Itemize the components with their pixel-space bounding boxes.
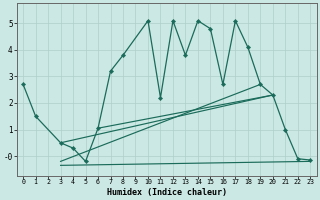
X-axis label: Humidex (Indice chaleur): Humidex (Indice chaleur) [107, 188, 227, 197]
